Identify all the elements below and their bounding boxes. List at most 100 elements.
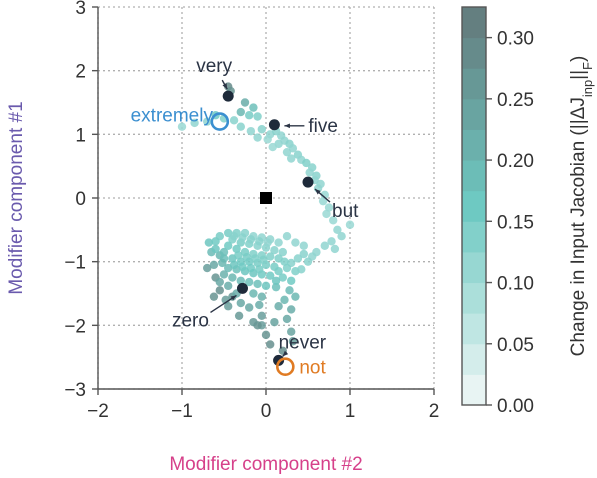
scatter-point: [274, 302, 283, 311]
colorbar-tick-label: 0.10: [497, 274, 534, 295]
scatter-point: [215, 277, 224, 287]
scatter-point: [271, 282, 281, 292]
scatter-point: [329, 216, 338, 225]
scatter-point: [221, 295, 230, 305]
scatter-point: [240, 98, 250, 107]
colorbar-title-mid: ||: [568, 70, 589, 80]
scatter-point: [209, 292, 219, 301]
point-zero: [236, 282, 248, 294]
scatter-point: [291, 292, 300, 301]
arrowhead-very: [222, 83, 228, 90]
y-tick-label: −2: [64, 316, 86, 337]
scatter-point: [229, 260, 239, 270]
scatter-point: [280, 257, 289, 266]
scatter-point: [337, 232, 346, 241]
scatter-point: [287, 305, 296, 314]
colorbar-title-sub: inp: [580, 80, 595, 97]
scatter-point: [211, 244, 220, 254]
scatter-point: [303, 257, 313, 266]
colorbar-band: [462, 343, 486, 375]
y-tick-label: 0: [75, 189, 86, 210]
annotations: very extremely five but zero never not: [131, 56, 360, 379]
y-tick-label: 2: [75, 62, 86, 83]
colorbar-band: [462, 221, 486, 253]
scatter-point: [245, 277, 254, 287]
scatter-point: [245, 111, 254, 120]
scatter-point: [324, 203, 334, 212]
scatter-point: [229, 116, 239, 125]
scatter-point: [236, 107, 245, 117]
scatter-point: [266, 252, 275, 261]
point-extremely: [210, 112, 230, 131]
arrowhead-zero: [230, 295, 237, 301]
colorbar-tick-label: 0.25: [497, 90, 534, 111]
scatter-point: [333, 225, 342, 235]
scatter-point: [238, 262, 247, 271]
scatter-point: [253, 112, 262, 121]
scatter-point: [282, 232, 292, 241]
scatter-point: [268, 142, 277, 152]
scatter-point: [232, 244, 241, 254]
scatter-point: [236, 122, 245, 131]
y-tick-label: −1: [64, 253, 86, 274]
point-but: [302, 176, 314, 188]
scatter-point: [229, 232, 239, 241]
y-tick-label: −3: [64, 380, 86, 401]
scatter-point: [218, 258, 227, 268]
colorbar-tick-label: 0.00: [497, 396, 534, 417]
scatter-point: [263, 238, 272, 247]
scatter-point: [219, 247, 229, 257]
scatter-point: [190, 118, 199, 128]
colorbar-band: [462, 374, 486, 406]
colorbar-band: [462, 37, 486, 69]
label-extremely: extremely: [131, 106, 214, 127]
scatter-point: [238, 233, 247, 242]
scatter-point: [288, 337, 298, 346]
colorbar-tick-label: 0.05: [497, 335, 534, 356]
point-five: [268, 119, 280, 131]
scatter-point: [278, 247, 287, 257]
scatter-point: [245, 303, 254, 312]
scatter-point: [274, 238, 283, 247]
scatter-point: [270, 246, 279, 255]
scatter-point: [261, 330, 271, 340]
scatter-point: [255, 237, 264, 246]
scatter-point: [320, 241, 329, 250]
label-not: not: [299, 358, 326, 379]
point-very: [222, 90, 234, 102]
colorbar-tick-label: 0.20: [497, 151, 534, 172]
x-tick-label: 1: [345, 401, 356, 422]
scatter-point: [255, 300, 264, 310]
label-five: five: [308, 116, 338, 137]
scatter-point: [209, 260, 219, 270]
label-never: never: [279, 332, 327, 353]
x-tick-label: −2: [87, 401, 109, 422]
label-but: but: [332, 201, 359, 222]
scatter-point: [249, 103, 258, 112]
scatter-point: [327, 237, 336, 246]
colorbar: 0.00 0.05 0.10 0.15 0.20 0.25 0.30 Change in In…: [461, 6, 595, 417]
colorbar-title-suffix: ): [568, 56, 589, 62]
scatter-point: [318, 196, 328, 206]
x-tick-label: 0: [261, 401, 272, 422]
scatter-point: [345, 220, 355, 229]
scatter-point: [285, 286, 294, 295]
colorbar-title-sub2: F: [580, 62, 595, 70]
scatter-point: [297, 265, 306, 274]
scatter-point: [177, 122, 187, 131]
scatter-point: [215, 286, 224, 295]
scatter-point: [322, 209, 331, 219]
scatter-points: [177, 82, 355, 355]
scatter-point: [203, 263, 212, 273]
colorbar-title: Change in Input Jacobian (||ΔJinp||F): [568, 56, 595, 357]
y-axis-title: Modifier component #1: [6, 101, 27, 294]
scatter-point: [246, 126, 256, 136]
scatter-point: [224, 302, 233, 311]
colorbar-band: [462, 251, 486, 284]
scatter-point: [257, 292, 266, 301]
colorbar-tick-label: 0.30: [497, 29, 534, 50]
scatter-point: [224, 281, 233, 291]
scatter-point: [266, 340, 275, 349]
x-axis-title: Modifier component #2: [169, 454, 362, 475]
